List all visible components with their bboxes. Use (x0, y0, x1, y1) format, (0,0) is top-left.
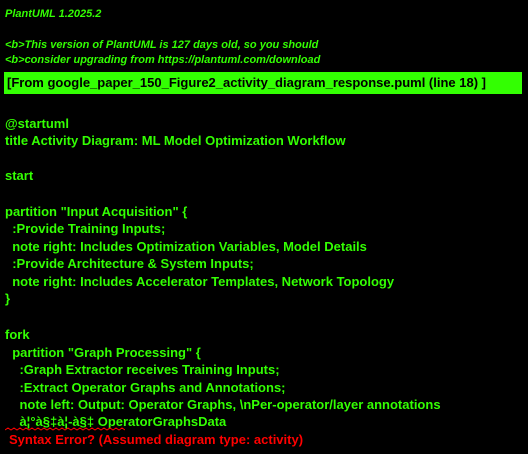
error-squiggle (5, 427, 125, 431)
error-location-text: [From google_paper_150_Figure2_activity_… (7, 75, 486, 90)
source-line-title: title Activity Diagram: ML Model Optimiz… (5, 133, 346, 148)
source-line-training-inputs: :Provide Training Inputs; (5, 221, 166, 236)
syntax-error-message: Syntax Error? (Assumed diagram type: act… (9, 432, 304, 447)
warning-line-2: <b>consider upgrading from https://plant… (5, 54, 321, 66)
source-line-garbled: à¦°à§‡à¦-à§‡ OperatorGraphsData (5, 414, 227, 429)
source-line-note-accelerator: note right: Includes Accelerator Templat… (5, 274, 395, 289)
source-line-close-brace: } (5, 291, 11, 306)
source-line-start: start (5, 168, 34, 183)
source-line-architecture-inputs: :Provide Architecture & System Inputs; (5, 256, 254, 271)
source-line-partition-graph: partition "Graph Processing" { (5, 345, 201, 360)
warning-line-1: <b>This version of PlantUML is 127 days … (5, 39, 319, 51)
source-line-extract-operator: :Extract Operator Graphs and Annotations… (5, 380, 286, 395)
source-line-note-optimization: note right: Includes Optimization Variab… (5, 239, 367, 254)
source-line-partition-input: partition "Input Acquisition" { (5, 204, 188, 219)
source-line-graph-extractor: :Graph Extractor receives Training Input… (5, 362, 280, 377)
source-line-fork: fork (5, 327, 30, 342)
plantuml-version: PlantUML 1.2025.2 (5, 8, 102, 20)
source-line-note-output: note left: Output: Operator Graphs, \nPe… (5, 397, 441, 412)
error-location-banner (4, 72, 522, 94)
source-line-startuml: @startuml (5, 116, 69, 131)
